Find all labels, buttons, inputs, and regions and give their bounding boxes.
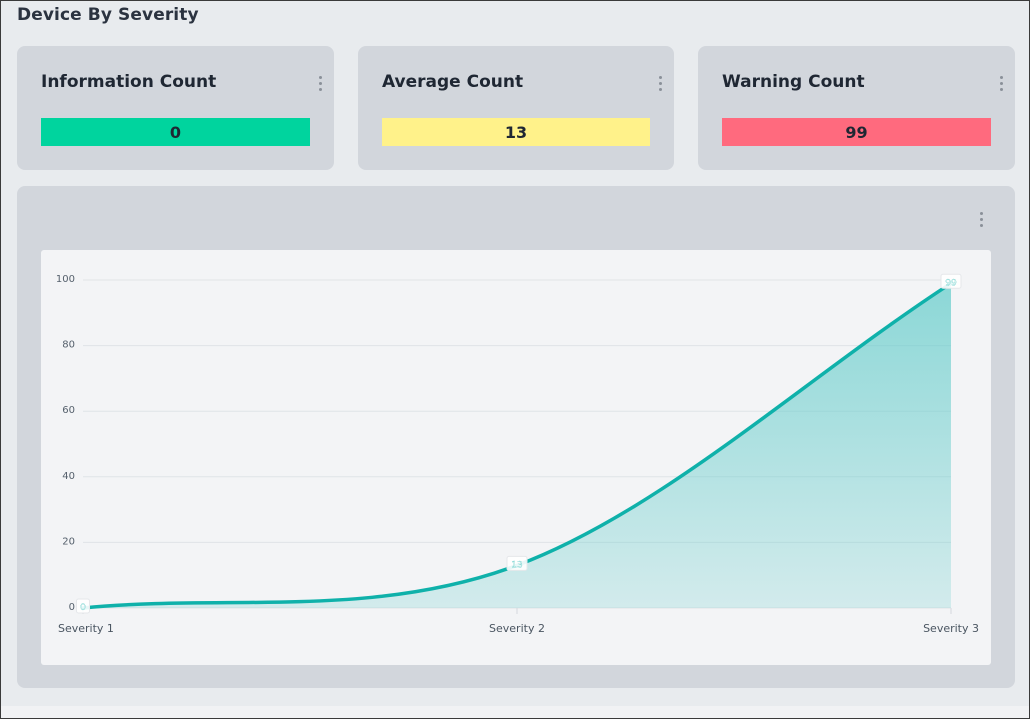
- series-area: [83, 283, 951, 608]
- kebab-vertical-icon[interactable]: [318, 76, 322, 92]
- data-label-text: 0: [80, 603, 86, 613]
- y-tick-label: 100: [56, 274, 75, 285]
- kebab-vertical-icon[interactable]: [658, 76, 662, 92]
- data-label: 99: [940, 273, 962, 289]
- y-tick-label: 20: [62, 536, 75, 547]
- information-count-title: Information Count: [41, 72, 217, 92]
- severity-chart-panel: 0 20 40 60 80 100 Severity 1 Severity 2 Severity…: [17, 186, 1015, 688]
- warning-count-value: 99: [845, 122, 868, 142]
- y-tick-label: 40: [62, 471, 75, 482]
- average-count-bar: 13: [382, 118, 650, 146]
- average-count-value: 13: [504, 122, 528, 142]
- x-tick-label: Severity 1: [58, 622, 114, 635]
- severity-chart-svg: 0 20 40 60 80 100 Severity 1 Severity 2 Severity…: [56, 273, 979, 635]
- severity-chart: 0 20 40 60 80 100 Severity 1 Severity 2 Severity…: [41, 250, 991, 665]
- warning-count-title: Warning Count: [722, 72, 865, 92]
- data-label-bg: [506, 555, 528, 571]
- warning-count-bar: 99: [722, 118, 991, 146]
- warning-count-card: Warning Count 99: [698, 46, 1015, 170]
- bottom-strip: [1, 706, 1029, 718]
- y-tick-label: 0: [69, 602, 75, 613]
- information-count-bar: 0: [41, 118, 310, 146]
- data-label-text: 13: [511, 560, 522, 570]
- average-count-card: Average Count 13: [358, 46, 674, 170]
- x-tick-label: Severity 2: [489, 622, 545, 635]
- data-label-text: 99: [945, 278, 957, 288]
- y-tick-label: 80: [62, 340, 75, 351]
- average-count-title: Average Count: [382, 72, 524, 92]
- data-label-bg: [76, 598, 90, 614]
- section-title: Device By Severity: [17, 5, 199, 25]
- kebab-vertical-icon[interactable]: [979, 212, 983, 228]
- data-label: 13: [506, 555, 528, 571]
- x-tick-label: Severity 3: [923, 622, 979, 635]
- kebab-vertical-icon[interactable]: [999, 76, 1003, 92]
- information-count-card: Information Count 0: [17, 46, 334, 170]
- information-count-value: 0: [169, 122, 182, 142]
- y-tick-label: 60: [62, 405, 75, 416]
- data-label: 0: [76, 598, 90, 614]
- data-label-bg: [940, 273, 962, 289]
